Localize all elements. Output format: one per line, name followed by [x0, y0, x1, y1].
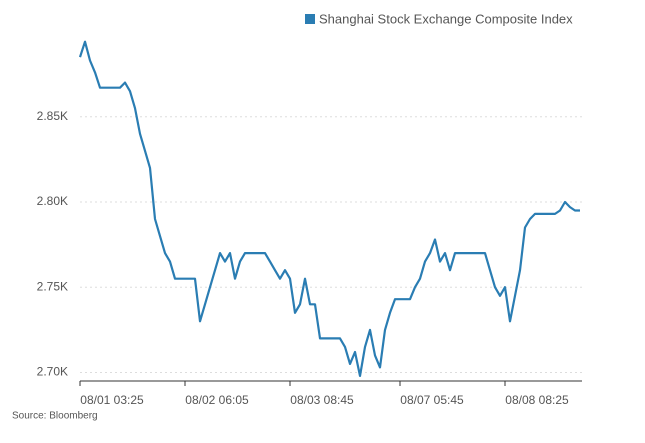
- x-tick-label: 08/08 08:25: [505, 393, 569, 407]
- x-tick-label: 08/01 03:25: [80, 393, 144, 407]
- x-tick-label: 08/03 08:45: [290, 393, 354, 407]
- y-tick-label: 2.85K: [37, 109, 68, 123]
- legend-label: Shanghai Stock Exchange Composite Index: [319, 11, 573, 26]
- x-tick-label: 08/02 06:05: [185, 393, 249, 407]
- x-tick-label: 08/07 05:45: [400, 393, 464, 407]
- legend-swatch: [305, 14, 315, 24]
- source-note: Source: Bloomberg: [12, 411, 98, 422]
- y-tick-label: 2.80K: [37, 194, 68, 208]
- y-tick-label: 2.75K: [37, 279, 68, 293]
- y-tick-label: 2.70K: [37, 365, 68, 379]
- series-line: [78, 40, 580, 377]
